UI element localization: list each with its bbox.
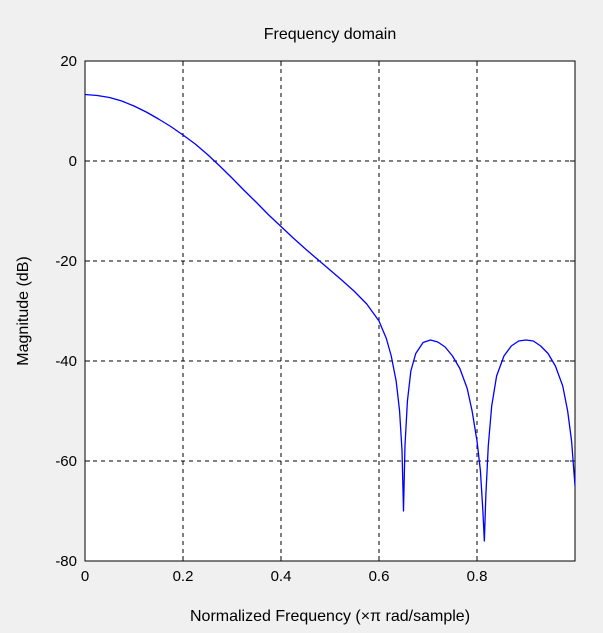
y-tick-label: -60 <box>55 453 77 470</box>
y-tick-label: -80 <box>55 553 77 570</box>
x-tick-labels: 0 0.2 0.4 0.6 0.8 <box>81 568 488 585</box>
chart-title: Frequency domain <box>264 26 397 43</box>
x-tick-label: 0.8 <box>467 568 488 585</box>
y-tick-label: -20 <box>55 253 77 270</box>
x-tick-label: 0.4 <box>271 568 292 585</box>
line-series <box>84 93 576 542</box>
y-tick-labels: 20 0 -20 -40 -60 -80 <box>55 53 77 570</box>
magnitude-response-line <box>84 93 576 542</box>
y-axis-label: Magnitude (dB) <box>15 256 32 365</box>
x-tick-label: 0.6 <box>369 568 390 585</box>
y-tick-label: -40 <box>55 353 77 370</box>
plot-area <box>84 60 576 562</box>
y-tick-label: 0 <box>69 153 77 170</box>
x-tick-label: 0.2 <box>173 568 194 585</box>
x-tick-label: 0 <box>81 568 89 585</box>
grid-lines <box>85 61 575 561</box>
tick-marks <box>84 60 575 562</box>
y-tick-label: 20 <box>60 53 77 70</box>
x-axis-label: Normalized Frequency (×π rad/sample) <box>190 608 470 625</box>
